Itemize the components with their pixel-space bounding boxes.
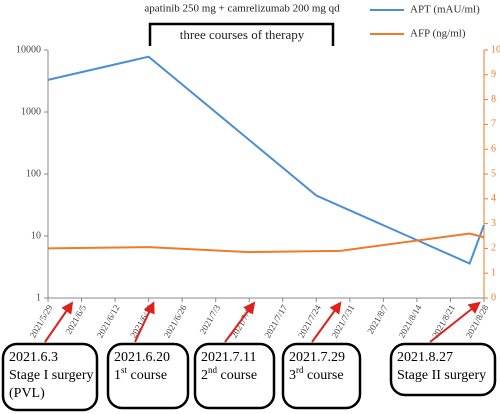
annotation-date: 2021.7.29 — [289, 350, 345, 365]
y-tick-label: 10000 — [16, 44, 41, 55]
y-tick-label: 1000 — [21, 106, 41, 117]
x-tick-label: 2021/7/3 — [198, 303, 223, 336]
annotation-box — [389, 342, 497, 397]
annotation-text: Stage I surgery — [9, 368, 94, 383]
y2-tick-label: 9 — [491, 69, 496, 80]
y2-tick-label: 4 — [491, 193, 496, 204]
y-tick-label: 1 — [36, 292, 41, 303]
x-tick-label: 2021/8/7 — [365, 303, 390, 336]
y2-tick-label: 3 — [491, 218, 496, 229]
y2-tick-label: 2 — [491, 243, 496, 254]
x-tick-label: 2021/7/31 — [329, 303, 356, 340]
annotation-box — [106, 342, 190, 410]
y2-tick-label: 10 — [491, 44, 500, 55]
annotation-date: 2021.7.11 — [201, 350, 256, 365]
series-line — [47, 55, 485, 265]
y2-tick-label: 1 — [491, 267, 496, 278]
x-tick-label: 2021/8/14 — [397, 303, 424, 340]
bracket — [148, 22, 335, 46]
y2-tick-label: 5 — [491, 168, 496, 179]
annotation-arrow — [134, 301, 155, 343]
legend-label: AFP (ng/ml) — [410, 28, 466, 40]
series-line — [47, 232, 485, 254]
annotation-date: 2021.8.27 — [397, 350, 453, 365]
annotation-arrow — [311, 301, 342, 343]
y2-tick-label: 7 — [491, 119, 496, 130]
x-tick-label: 2021/7/10 — [229, 303, 256, 340]
x-tick-label: 2021/8/21 — [430, 303, 457, 340]
annotation-date: 2021.6.3 — [9, 350, 58, 365]
x-tick-label: 2021/7/17 — [262, 303, 289, 340]
y2-tick-label: 6 — [491, 143, 496, 154]
annotation-part: rd — [296, 365, 304, 375]
annotation-text: Stage II surgery — [397, 368, 486, 383]
annotation-text: 1st course — [114, 365, 167, 383]
x-tick-label: 2021/8/28 — [464, 303, 491, 340]
y-tick-label: 100 — [26, 168, 41, 179]
annotation-box — [1, 342, 99, 412]
annotation-box — [281, 342, 362, 410]
annotation-part: 1 — [114, 368, 121, 383]
annotation-part: st — [121, 365, 128, 375]
x-tick-label: 2021/6/12 — [95, 303, 122, 340]
annotation-text: 2nd course — [201, 365, 257, 383]
x-tick-label: 2021/6/26 — [162, 303, 189, 340]
annotation-box — [193, 342, 276, 410]
annotation-text: 3rd course — [289, 365, 344, 383]
bracket-label: three courses of therapy — [180, 27, 305, 42]
y2-tick-label: 8 — [491, 94, 496, 105]
x-tick-label: 2021/7/24 — [296, 303, 323, 340]
annotation-part: Stage II surgery — [397, 368, 486, 383]
annotation-part: (PVL) — [9, 386, 45, 401]
annotation-part: 3 — [289, 368, 296, 383]
annotation-text: (PVL) — [9, 386, 45, 401]
annotation-part: course — [127, 368, 167, 383]
annotation-part: nd — [208, 365, 218, 375]
annotation-date: 2021.6.20 — [114, 350, 170, 365]
x-tick-label: 2021/6/5 — [63, 303, 88, 336]
top-note: apatinib 250 mg + camrelizumab 200 mg qd — [144, 3, 340, 15]
annotation-part: course — [217, 368, 257, 383]
annotation-arrow — [429, 301, 481, 343]
annotation-part: course — [304, 368, 344, 383]
annotation-arrow — [44, 301, 74, 343]
y2-tick-label: 0 — [491, 292, 496, 303]
annotation-part: 2 — [201, 368, 208, 383]
legend-label: APT (mAU/ml) — [410, 4, 480, 16]
annotation-part: Stage I surgery — [9, 368, 94, 383]
y-tick-label: 10 — [31, 230, 41, 241]
annotation-arrow — [224, 301, 256, 343]
